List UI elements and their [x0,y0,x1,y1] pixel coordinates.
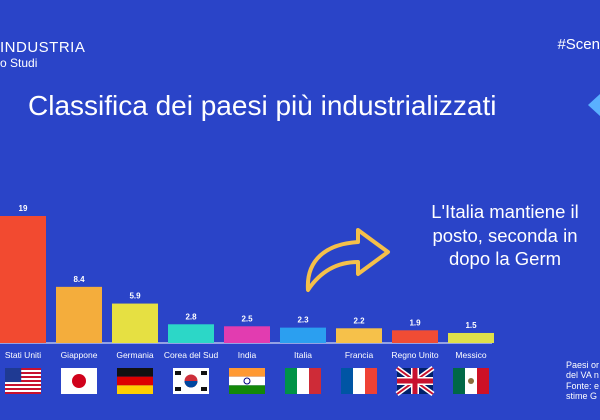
south-korea-flag-icon [173,368,209,394]
italy-flag-icon [285,368,321,394]
germany-flag-icon [117,368,153,394]
hashtag: #Scen [557,36,600,53]
source-line: Paesi or [566,360,600,370]
note-line: L'Italia mantiene il [431,201,579,222]
brand-line-2: o Studi [0,55,38,70]
bar-5 [224,326,270,343]
category-label: Giappone [61,350,98,360]
data-label: 1.9 [409,318,421,327]
source-line: del VA n [566,370,599,381]
category-label: Germania [116,350,154,360]
source-line: stime G [566,391,598,402]
bar-7 [336,328,382,343]
data-label: 8.4 [73,275,85,284]
bar-8 [392,330,438,343]
data-label: 2.8 [185,312,197,321]
data-label: 2.2 [353,316,365,325]
category-label: Italia [294,350,312,360]
bar-9 [448,332,494,343]
category-label: Corea del Sud [164,350,219,360]
bar-2 [56,286,102,343]
note-line: dopo la Germ [448,248,562,270]
bar-6 [280,327,326,343]
data-label: 2.3 [297,316,309,325]
category-label: Stati Uniti [5,350,41,360]
category-label: India [238,350,257,360]
annotation-note: L'Italia mantiene il posto, seconda in d… [405,200,600,271]
category-label: Messico [455,350,486,360]
data-label: 1.5 [465,321,477,330]
brand-line-1: INDUSTRIA [0,39,86,56]
us-flag-icon [5,368,41,394]
data-label: 19 [19,204,28,213]
mexico-flag-icon [453,368,489,394]
japan-flag-icon [61,368,97,394]
page-title: Classifica dei paesi più industrializzat… [28,90,497,121]
uk-flag-icon [395,365,435,397]
france-flag-icon [341,368,377,394]
curved-arrow-icon [305,228,390,292]
category-label: Francia [345,350,374,360]
data-label: 5.9 [129,292,141,301]
india-flag-icon [229,368,265,394]
note-line: posto, seconda in [432,224,578,246]
brand-logo: INDUSTRIA o Studi [0,39,86,70]
category-label: Regno Unito [391,350,439,360]
bar-1 [0,216,46,343]
bar-3 [112,303,158,343]
sources-note: Paesi or del VA n Fonte: e stime G [566,360,599,401]
bar-4 [168,324,214,343]
source-line: Fonte: e [566,380,600,391]
data-label: 2.5 [241,314,253,323]
